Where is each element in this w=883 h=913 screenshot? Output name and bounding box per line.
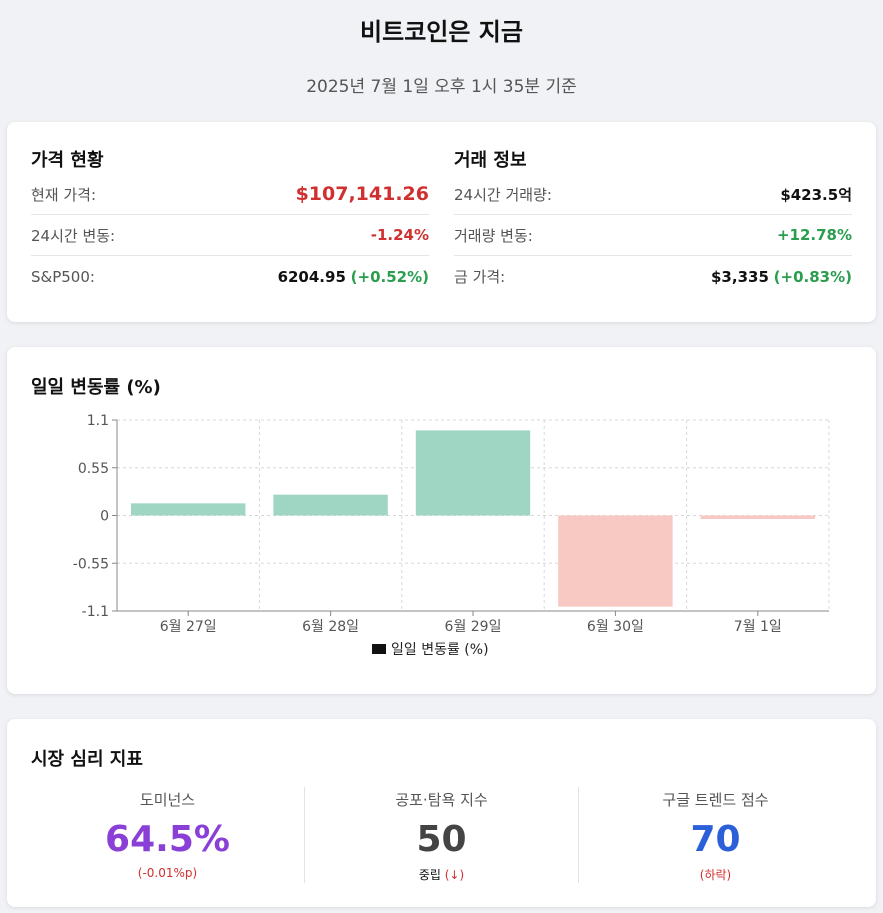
gold-label: 금 가격:	[454, 268, 506, 286]
x-tick-label: 6월 30일	[587, 619, 644, 635]
y-tick-label: -1.1	[82, 604, 109, 620]
fear-greed-sub-arrow: (↓)	[444, 868, 465, 882]
sp500-value: 6204.95	[277, 267, 346, 286]
page-title: 비트코인은 지금	[360, 18, 523, 46]
trade-section-title: 거래 정보	[454, 150, 527, 171]
volume-change-value: +12.78%	[776, 226, 852, 244]
volume-change-label: 거래량 변동:	[454, 226, 533, 245]
gold-row: 금 가격: $3,335 (+0.83%)	[454, 256, 852, 297]
x-tick-label: 6월 28일	[302, 619, 359, 635]
y-tick-label: 0	[100, 509, 109, 525]
sp500-row: S&P500: 6204.95 (+0.52%)	[31, 256, 429, 297]
chart-bar	[558, 515, 673, 607]
x-tick-label: 6월 27일	[160, 619, 217, 635]
chart-bar	[273, 494, 388, 516]
x-tick-label: 6월 29일	[445, 619, 502, 635]
google-trend-value: 70	[690, 819, 741, 860]
daily-change-chart-card: 일일 변동률 (%) 1.1 0.55 0 -0.55 -1.1 6월 27일 6월 28일…	[7, 347, 876, 694]
dominance-metric: 도미넌스 64.5% (-0.01%p)	[31, 787, 304, 883]
sp500-value-group: 6204.95 (+0.52%)	[278, 268, 429, 286]
legend-label: 일일 변동률 (%)	[391, 642, 489, 658]
metric-divider	[304, 787, 305, 883]
price-info-card: 가격 현황 현재 가격: $107,141.26 24시간 변동: -1.24%…	[7, 122, 876, 322]
google-trend-metric: 구글 트렌드 점수 70 (하락)	[579, 787, 852, 883]
sp500-change: (+0.52%)	[350, 267, 429, 286]
google-trend-label: 구글 트렌드 점수	[662, 791, 769, 809]
x-tick-label: 7월 1일	[734, 619, 782, 635]
page-subtitle: 2025년 7월 1일 오후 1시 35분 기준	[306, 77, 577, 97]
volume-change-row: 거래량 변동: +12.78%	[454, 215, 852, 256]
google-trend-sub: (하락)	[699, 868, 732, 882]
market-sentiment-card: 시장 심리 지표 도미넌스 64.5% (-0.01%p) 공포·탐욕 지수 5…	[7, 719, 876, 907]
chart-bar	[700, 515, 815, 519]
change-24h-row: 24시간 변동: -1.24%	[31, 215, 429, 256]
volume-row: 24시간 거래량: $423.5억	[454, 174, 852, 215]
price-section: 가격 현황 현재 가격: $107,141.26 24시간 변동: -1.24%…	[31, 146, 429, 297]
fear-greed-sub: 중립 (↓)	[305, 866, 578, 883]
current-price-label: 현재 가격:	[31, 185, 97, 204]
price-section-title: 가격 현황	[31, 150, 104, 171]
dominance-sub: (-0.01%p)	[137, 866, 198, 880]
fear-greed-value: 50	[416, 819, 467, 860]
fear-greed-sub-text: 중립	[418, 868, 441, 882]
gold-value-group: $3,335 (+0.83%)	[711, 268, 852, 286]
chart-bar	[131, 503, 246, 516]
y-tick-label: -0.55	[73, 556, 109, 572]
fear-greed-label: 공포·탐욕 지수	[395, 791, 488, 809]
gold-value: $3,335	[711, 267, 769, 286]
dominance-value: 64.5%	[105, 819, 230, 860]
dominance-label: 도미넌스	[139, 791, 196, 809]
current-price-row: 현재 가격: $107,141.26	[31, 174, 429, 215]
legend-swatch	[372, 644, 386, 654]
change-24h-value: -1.24%	[370, 226, 429, 244]
metric-divider	[578, 787, 579, 883]
trade-section: 거래 정보 24시간 거래량: $423.5억 거래량 변동: +12.78% …	[454, 146, 852, 297]
gold-change: (+0.83%)	[773, 267, 852, 286]
y-tick-label: 1.1	[87, 413, 109, 429]
volume-label: 24시간 거래량:	[454, 185, 552, 204]
y-tick-label: 0.55	[78, 461, 109, 477]
current-price-value: $107,141.26	[295, 183, 429, 205]
chart-title: 일일 변동률 (%)	[31, 377, 161, 398]
change-24h-label: 24시간 변동:	[31, 226, 116, 245]
volume-value: $423.5억	[780, 185, 852, 204]
daily-change-chart: 1.1 0.55 0 -0.55 -1.1 6월 27일 6월 28일 6월 29일 6월 30…	[73, 413, 830, 658]
chart-bar	[415, 430, 531, 516]
fear-greed-metric: 공포·탐욕 지수 50 중립 (↓)	[305, 787, 578, 883]
sp500-label: S&P500:	[31, 267, 95, 286]
sentiment-title: 시장 심리 지표	[31, 749, 143, 770]
